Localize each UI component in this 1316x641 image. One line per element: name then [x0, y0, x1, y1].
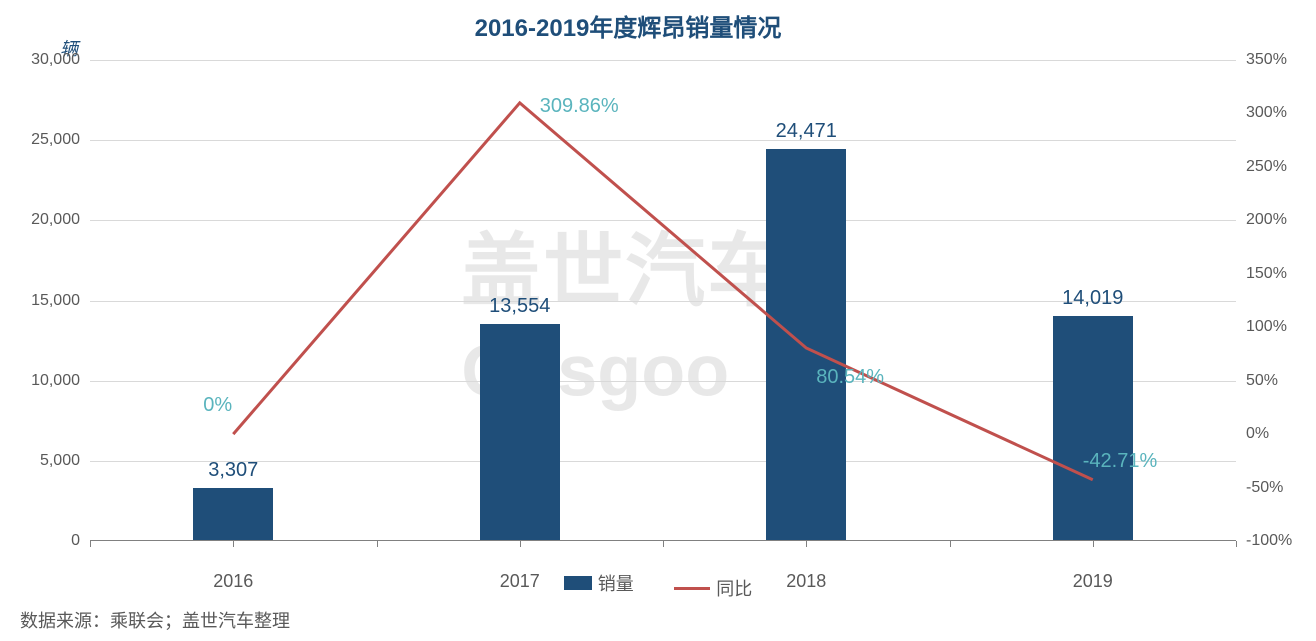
y-left-tick: 30,000 [31, 51, 80, 69]
legend-line-swatch [674, 587, 710, 590]
y-axis-right: -100%-50%0%50%100%150%200%250%300%350% [1246, 60, 1306, 541]
bar-data-label: 24,471 [736, 120, 876, 143]
legend-line-item: 同比 [674, 575, 752, 601]
y-right-tick: 250% [1246, 158, 1287, 176]
bar-data-label: 14,019 [1023, 287, 1163, 310]
line-data-label: 309.86% [540, 95, 619, 118]
source-text: 数据来源：乘联会；盖世汽车整理 [20, 607, 290, 633]
chart-title: 2016-2019年度辉昂销量情况 [0, 8, 1256, 43]
y-left-tick: 5,000 [40, 452, 80, 470]
y-right-tick: 100% [1246, 318, 1287, 336]
y-left-tick: 20,000 [31, 211, 80, 229]
y-left-tick: 10,000 [31, 372, 80, 390]
y-right-tick: 0% [1246, 425, 1269, 443]
y-left-tick: 15,000 [31, 292, 80, 310]
chart-container: 2016-2019年度辉昂销量情况 辆 盖世汽车 Gasgoo 05,00010… [0, 0, 1316, 641]
y-right-tick: -100% [1246, 532, 1292, 550]
y-left-tick: 0 [71, 532, 80, 550]
legend-bar-label: 销量 [598, 570, 634, 596]
y-right-tick: 150% [1246, 265, 1287, 283]
bar-data-label: 13,554 [450, 295, 590, 318]
bar-data-label: 3,307 [163, 459, 303, 482]
y-axis-left: 05,00010,00015,00020,00025,00030,000 [20, 60, 80, 541]
y-right-tick: 350% [1246, 51, 1287, 69]
y-right-tick: 200% [1246, 211, 1287, 229]
legend: 销量 同比 [0, 570, 1316, 602]
line-data-label: -42.71% [1083, 450, 1158, 473]
y-right-tick: 50% [1246, 372, 1278, 390]
y-left-tick: 25,000 [31, 131, 80, 149]
plot-area: 05,00010,00015,00020,00025,00030,000 -10… [90, 60, 1236, 541]
line-data-label: 80.54% [816, 366, 884, 389]
legend-bar-item: 销量 [564, 570, 634, 596]
line-data-label: 0% [203, 394, 232, 417]
y-right-tick: -50% [1246, 479, 1283, 497]
legend-bar-swatch [564, 576, 592, 590]
legend-line-label: 同比 [716, 575, 752, 601]
y-right-tick: 300% [1246, 104, 1287, 122]
